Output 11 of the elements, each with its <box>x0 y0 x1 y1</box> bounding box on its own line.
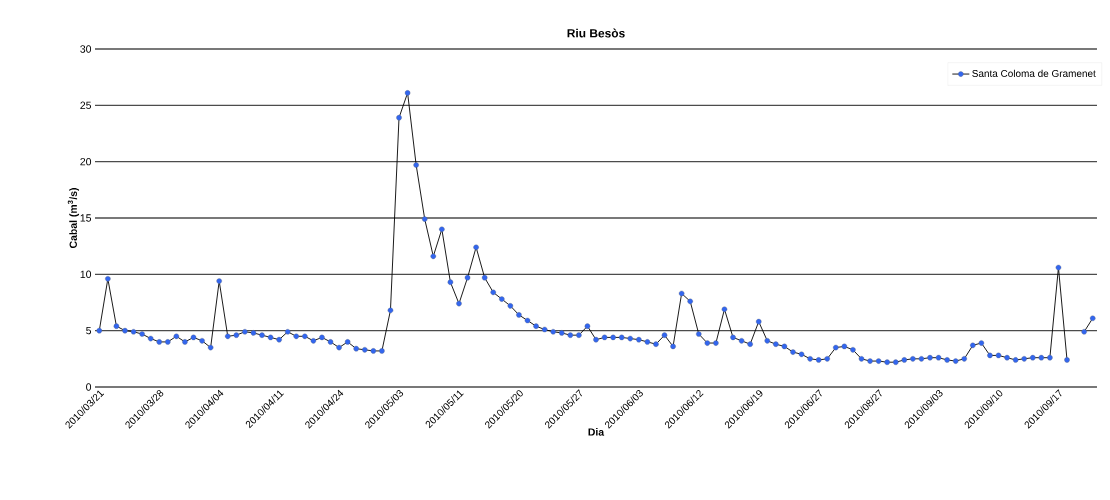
y-tick-label: 30 <box>80 45 92 53</box>
y-tick-label: 15 <box>80 214 92 222</box>
x-axis-title: Dia <box>588 428 605 436</box>
text: Cabal (m$^{3}$/s) <box>67 188 80 249</box>
y-tick-label: 25 <box>80 101 92 110</box>
y-tick-label: 20 <box>80 157 92 166</box>
y-tick-label: 5 <box>86 327 92 335</box>
y-tick-label: 10 <box>80 270 92 279</box>
y-tick-label: 0 <box>86 383 92 391</box>
legend-label: Santa Coloma de Gramenet <box>972 69 1096 78</box>
chart-title: Riu Besòs <box>567 28 625 38</box>
